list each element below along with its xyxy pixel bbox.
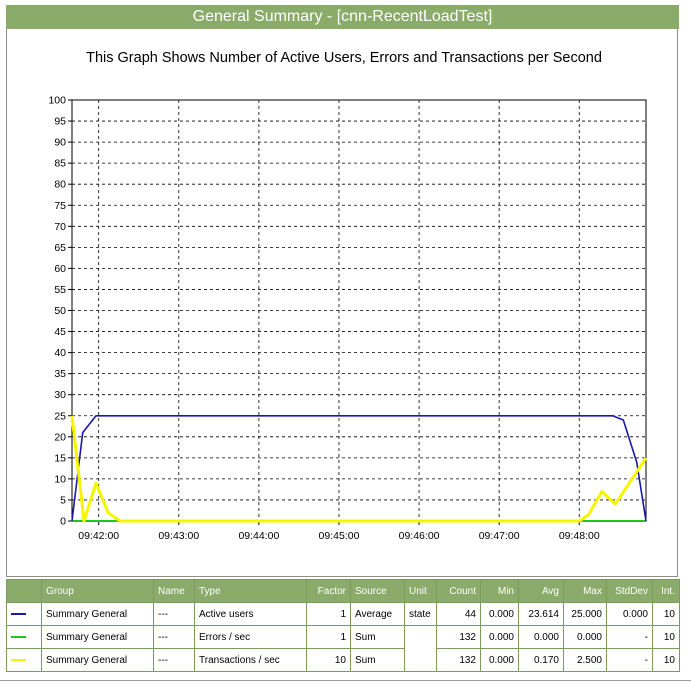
- report-header: General Summary - [cnn-RecentLoadTest]: [6, 5, 679, 29]
- legend-cell-stddev: 0.000: [606, 602, 653, 626]
- legend-col-count: Count: [436, 579, 481, 603]
- legend-cell-factor: 1: [306, 602, 351, 626]
- legend-cell-count: 132: [436, 648, 481, 672]
- y-tick-label: 15: [54, 452, 66, 464]
- legend-row: Summary General --- Errors / sec 1 Sum 132 0.0…: [6, 625, 680, 649]
- chart-panel: This Graph Shows Number of Active Users,…: [6, 29, 678, 577]
- legend-col-stddev: StdDev: [606, 579, 653, 603]
- legend-cell-unit: state: [404, 602, 437, 626]
- legend-cell-stddev: -: [606, 625, 653, 649]
- legend-cell-int: 10: [652, 602, 680, 626]
- y-tick-label: 50: [54, 305, 66, 317]
- legend-cell-min: 0.000: [480, 625, 519, 649]
- y-tick-label: 0: [60, 516, 66, 528]
- legend-swatch-cell: [6, 648, 42, 672]
- legend-header-row: Group Name Type Factor Source Unit Count Min Avg…: [6, 579, 680, 603]
- legend-color-swatch: [11, 635, 26, 638]
- y-tick-label: 65: [54, 242, 66, 254]
- legend-cell-type: Errors / sec: [194, 625, 307, 649]
- legend-cell-group: Summary General: [41, 602, 154, 626]
- y-tick-label: 90: [54, 137, 66, 149]
- legend-row: Summary General --- Active users 1 Average st…: [6, 602, 680, 626]
- x-tick-label: 09:42:00: [78, 530, 119, 542]
- legend-color-swatch: [11, 612, 26, 615]
- legend-cell-avg: 0.170: [518, 648, 564, 672]
- legend-col-source: Source: [350, 579, 405, 603]
- legend-col-avg: Avg: [518, 579, 564, 603]
- legend-cell-avg: 0.000: [518, 625, 564, 649]
- y-tick-label: 100: [48, 95, 66, 107]
- legend-cell-unit: [404, 625, 437, 649]
- legend-col-group: Group: [41, 579, 154, 603]
- legend-table: Group Name Type Factor Source Unit Count Min Avg…: [6, 579, 680, 672]
- y-tick-label: 70: [54, 221, 66, 233]
- y-tick-label: 30: [54, 389, 66, 401]
- legend-cell-name: ---: [153, 648, 195, 672]
- legend-cell-source: Sum: [350, 648, 405, 672]
- legend-cell-source: Sum: [350, 625, 405, 649]
- legend-col-min: Min: [480, 579, 519, 603]
- y-tick-label: 80: [54, 179, 66, 191]
- legend-col-name: Name: [153, 579, 195, 603]
- x-tick-label: 09:46:00: [399, 530, 440, 542]
- report-title: General Summary - [cnn-RecentLoadTest]: [192, 8, 493, 25]
- legend-col-type: Type: [194, 579, 307, 603]
- y-tick-label: 40: [54, 347, 66, 359]
- legend-swatch-cell: [6, 625, 42, 649]
- legend-cell-stddev: -: [606, 648, 653, 672]
- legend-cell-name: ---: [153, 625, 195, 649]
- legend-cell-int: 10: [652, 625, 680, 649]
- series-line-transactions-sec: [70, 415, 648, 523]
- y-tick-label: 10: [54, 473, 66, 485]
- y-tick-label: 5: [60, 494, 66, 506]
- legend-col-factor: Factor: [306, 579, 351, 603]
- y-tick-label: 25: [54, 410, 66, 422]
- y-tick-label: 35: [54, 368, 66, 380]
- legend-cell-name: ---: [153, 602, 195, 626]
- legend-cell-max: 0.000: [563, 625, 607, 649]
- legend-cell-type: Transactions / sec: [194, 648, 307, 672]
- x-tick-label: 09:48:00: [559, 530, 600, 542]
- x-tick-label: 09:44:00: [238, 530, 279, 542]
- x-tick-label: 09:45:00: [319, 530, 360, 542]
- legend-cell-count: 44: [436, 602, 481, 626]
- legend-cell-group: Summary General: [41, 625, 154, 649]
- y-tick-label: 95: [54, 116, 66, 128]
- legend-col-unit: Unit: [404, 579, 437, 603]
- legend-cell-unit: [404, 648, 437, 672]
- legend-cell-factor: 1: [306, 625, 351, 649]
- legend-col-max: Max: [563, 579, 607, 603]
- legend-cell-max: 2.500: [563, 648, 607, 672]
- legend-cell-count: 132: [436, 625, 481, 649]
- y-tick-label: 20: [54, 431, 66, 443]
- legend-row: Summary General --- Transactions / sec 10 Su…: [6, 648, 680, 672]
- legend-cell-max: 25.000: [563, 602, 607, 626]
- legend-col-color: [6, 579, 42, 603]
- chart-title: This Graph Shows Number of Active Users,…: [86, 50, 602, 66]
- x-tick-label: 09:43:00: [158, 530, 199, 542]
- line-chart: This Graph Shows Number of Active Users,…: [48, 50, 648, 542]
- y-tick-label: 60: [54, 263, 66, 275]
- legend-color-swatch: [11, 658, 26, 661]
- x-tick-label: 09:47:00: [479, 530, 520, 542]
- legend-swatch-cell: [6, 602, 42, 626]
- legend-cell-avg: 23.614: [518, 602, 564, 626]
- series-line-active-users: [71, 414, 647, 522]
- legend-cell-group: Summary General: [41, 648, 154, 672]
- legend-cell-int: 10: [652, 648, 680, 672]
- y-tick-label: 85: [54, 158, 66, 170]
- y-tick-label: 55: [54, 284, 66, 296]
- legend-cell-type: Active users: [194, 602, 307, 626]
- footer-divider: [0, 680, 691, 681]
- plot-area: [71, 99, 647, 522]
- y-tick-label: 45: [54, 326, 66, 338]
- legend-cell-factor: 10: [306, 648, 351, 672]
- legend-cell-source: Average: [350, 602, 405, 626]
- legend-col-int: Int.: [652, 579, 680, 603]
- legend-cell-min: 0.000: [480, 648, 519, 672]
- legend-cell-min: 0.000: [480, 602, 519, 626]
- y-tick-label: 75: [54, 200, 66, 212]
